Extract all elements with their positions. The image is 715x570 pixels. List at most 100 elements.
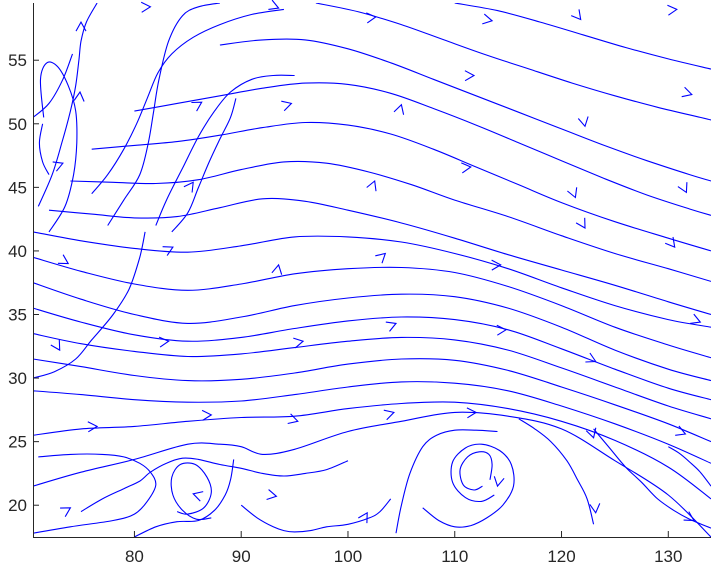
streamline-7 bbox=[33, 282, 711, 382]
streamline-8 bbox=[33, 256, 711, 359]
streamline-26 bbox=[80, 457, 349, 513]
arrow-4 bbox=[140, 1, 152, 13]
streamline-5 bbox=[33, 333, 711, 420]
arrow-7 bbox=[162, 246, 174, 256]
y-tick-label: 30 bbox=[8, 369, 27, 388]
arrow-22 bbox=[366, 179, 377, 192]
streamline-31 bbox=[422, 443, 515, 528]
streamline-4 bbox=[33, 358, 711, 443]
arrow-11 bbox=[60, 507, 72, 517]
arrow-39 bbox=[585, 352, 597, 363]
streamline-25 bbox=[171, 98, 237, 233]
arrow-37 bbox=[567, 187, 578, 199]
streamline-3 bbox=[33, 381, 711, 464]
streamline-32 bbox=[459, 451, 493, 491]
x-tick-label: 130 bbox=[654, 547, 682, 566]
arrow-24 bbox=[385, 321, 398, 332]
arrow-21 bbox=[393, 103, 405, 115]
y-tick-label: 35 bbox=[8, 306, 27, 325]
streamline-9 bbox=[33, 231, 711, 328]
streamline-2 bbox=[33, 401, 711, 500]
arrow-13 bbox=[201, 409, 213, 421]
arrow-10 bbox=[87, 421, 99, 433]
streamline-30 bbox=[240, 498, 392, 533]
y-tick-label: 55 bbox=[8, 51, 27, 70]
streamline-6 bbox=[33, 307, 711, 401]
arrow-20 bbox=[366, 12, 377, 24]
streamline-17 bbox=[33, 231, 146, 379]
streamlines bbox=[33, 3, 711, 537]
streamline-36 bbox=[668, 446, 711, 487]
y-tick-label: 25 bbox=[8, 433, 27, 452]
streamline-13 bbox=[134, 82, 711, 216]
arrow-6 bbox=[183, 181, 194, 193]
arrow-5 bbox=[191, 101, 203, 112]
x-tick-label: 80 bbox=[125, 547, 144, 566]
streamline-20 bbox=[33, 53, 74, 118]
arrow-42 bbox=[667, 4, 678, 16]
arrow-19 bbox=[268, 0, 280, 10]
arrow-16 bbox=[158, 336, 170, 348]
y-axis-ticks: 20 25 30 35 40 45 50 55 bbox=[8, 51, 39, 515]
arrow-3 bbox=[52, 161, 64, 172]
arrow-26 bbox=[358, 511, 368, 524]
arrow-45 bbox=[664, 236, 676, 248]
streamline-10 bbox=[48, 197, 711, 316]
y-tick-label: 45 bbox=[8, 178, 27, 197]
arrow-2 bbox=[73, 90, 85, 102]
streamline-arrows bbox=[50, 0, 702, 524]
streamline-21 bbox=[38, 123, 50, 175]
streamline-24 bbox=[155, 74, 295, 226]
streamline-12 bbox=[91, 121, 711, 252]
arrow-41 bbox=[589, 503, 601, 514]
arrow-47 bbox=[675, 425, 687, 436]
arrow-28 bbox=[466, 407, 478, 419]
streamline-19 bbox=[39, 61, 78, 233]
arrow-33 bbox=[464, 70, 476, 82]
arrow-14 bbox=[287, 413, 299, 425]
streamline-27 bbox=[33, 453, 157, 534]
streamline-15 bbox=[315, 3, 711, 121]
streamline-14 bbox=[219, 38, 711, 182]
arrow-43 bbox=[681, 86, 693, 98]
streamline-16 bbox=[454, 3, 711, 70]
x-tick-label: 90 bbox=[232, 547, 251, 566]
streamline-33 bbox=[518, 418, 595, 525]
arrow-44 bbox=[677, 182, 688, 194]
streamline-35 bbox=[593, 428, 711, 529]
arrow-9 bbox=[50, 339, 61, 352]
arrow-40 bbox=[585, 427, 597, 439]
streamline-28 bbox=[170, 462, 212, 521]
arrow-30 bbox=[496, 324, 508, 336]
y-tick-label: 20 bbox=[8, 496, 27, 515]
x-tick-label: 120 bbox=[547, 547, 575, 566]
arrow-35 bbox=[570, 9, 582, 21]
streamline-23 bbox=[107, 3, 220, 226]
arrow-15 bbox=[293, 337, 305, 349]
streamline-18 bbox=[37, 3, 98, 207]
arrow-27 bbox=[266, 489, 278, 501]
arrow-46 bbox=[690, 313, 702, 324]
y-tick-label: 50 bbox=[8, 115, 27, 134]
y-tick-label: 40 bbox=[8, 242, 27, 261]
arrow-12 bbox=[192, 491, 204, 502]
arrow-8 bbox=[57, 254, 70, 265]
x-tick-label: 110 bbox=[441, 547, 468, 566]
arrow-23 bbox=[375, 252, 387, 264]
streamline-22 bbox=[91, 8, 284, 195]
arrow-29 bbox=[493, 476, 505, 488]
arrow-25 bbox=[383, 409, 395, 421]
arrow-1 bbox=[75, 20, 87, 32]
streamline-34 bbox=[395, 429, 498, 534]
x-axis-ticks: 80 90 100 110 120 130 bbox=[125, 531, 682, 566]
arrow-32 bbox=[461, 162, 472, 174]
arrow-48 bbox=[683, 511, 695, 522]
x-tick-label: 100 bbox=[334, 547, 362, 566]
arrow-31 bbox=[491, 259, 502, 271]
streamline-1 bbox=[33, 411, 711, 537]
arrow-18 bbox=[281, 100, 293, 112]
streamline-29 bbox=[134, 459, 235, 537]
arrow-34 bbox=[482, 13, 494, 25]
arrow-17 bbox=[271, 263, 283, 275]
